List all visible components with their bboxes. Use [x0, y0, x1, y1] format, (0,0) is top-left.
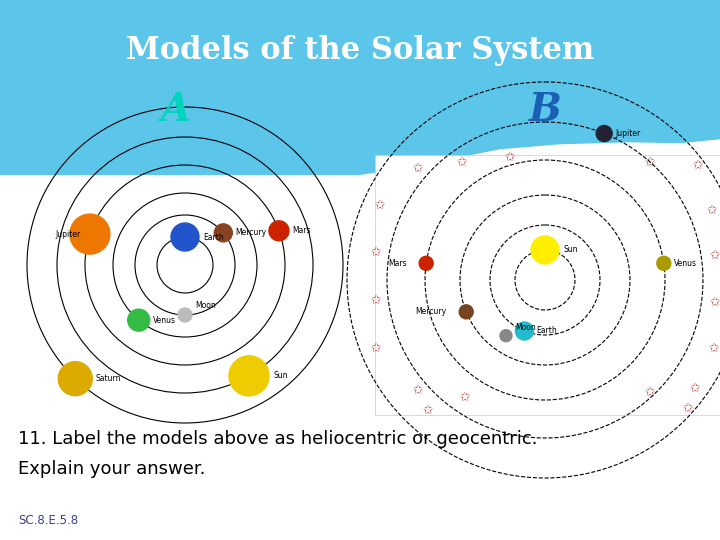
Circle shape — [500, 330, 512, 342]
Text: ✩: ✩ — [644, 386, 655, 399]
Polygon shape — [0, 158, 465, 540]
Circle shape — [229, 356, 269, 396]
Text: Explain your answer.: Explain your answer. — [18, 460, 205, 478]
Circle shape — [215, 224, 233, 242]
Text: ✩: ✩ — [460, 390, 470, 403]
Text: ✩: ✩ — [413, 383, 423, 396]
Text: 11. Label the models above as heliocentric or geocentric.: 11. Label the models above as heliocentr… — [18, 430, 538, 448]
Circle shape — [171, 223, 199, 251]
Text: Mercury: Mercury — [415, 307, 446, 316]
Text: Earth: Earth — [536, 327, 557, 335]
Text: ✩: ✩ — [505, 151, 516, 164]
Circle shape — [127, 309, 150, 331]
Text: ✩: ✩ — [693, 159, 703, 172]
Bar — [0, 175, 720, 540]
Circle shape — [657, 256, 671, 271]
Text: Sun: Sun — [274, 372, 289, 380]
Text: Venus: Venus — [153, 316, 176, 325]
Text: ✩: ✩ — [456, 156, 467, 168]
Text: ✩: ✩ — [708, 341, 719, 354]
Text: ✩: ✩ — [644, 156, 655, 168]
Bar — [375, 155, 720, 415]
Text: Mars: Mars — [388, 259, 407, 268]
Text: Sun: Sun — [563, 246, 577, 254]
Text: ✩: ✩ — [707, 204, 717, 217]
Circle shape — [70, 214, 110, 254]
Circle shape — [419, 256, 433, 271]
Text: ✩: ✩ — [374, 199, 385, 212]
Text: ✩: ✩ — [683, 402, 693, 415]
Text: ✩: ✩ — [690, 381, 701, 395]
Circle shape — [596, 125, 612, 141]
Text: Mercury: Mercury — [235, 228, 266, 238]
Circle shape — [58, 362, 92, 396]
Text: ✩: ✩ — [371, 294, 382, 307]
Text: ✩: ✩ — [710, 295, 720, 308]
Text: Moon: Moon — [515, 323, 536, 332]
Text: Jupiter: Jupiter — [615, 129, 640, 138]
Text: Earth: Earth — [203, 233, 224, 241]
Text: Saturn: Saturn — [95, 374, 121, 383]
Text: Venus: Venus — [674, 259, 697, 268]
Circle shape — [531, 236, 559, 264]
Text: ✩: ✩ — [371, 246, 382, 259]
Circle shape — [269, 221, 289, 241]
Polygon shape — [460, 140, 720, 540]
Text: Jupiter: Jupiter — [55, 230, 80, 239]
Bar — [0, 0, 720, 200]
Circle shape — [459, 305, 473, 319]
Text: SC.8.E.5.8: SC.8.E.5.8 — [18, 514, 78, 526]
Text: ✩: ✩ — [423, 403, 433, 416]
Circle shape — [516, 322, 534, 340]
Text: ✩: ✩ — [371, 341, 382, 354]
Text: A: A — [160, 91, 190, 129]
Text: Moon: Moon — [195, 300, 216, 309]
Text: ✩: ✩ — [710, 248, 720, 261]
Circle shape — [178, 308, 192, 322]
Text: Models of the Solar System: Models of the Solar System — [126, 35, 594, 65]
Text: B: B — [528, 91, 562, 129]
Text: ✩: ✩ — [413, 161, 423, 174]
Text: Mars: Mars — [292, 226, 310, 235]
